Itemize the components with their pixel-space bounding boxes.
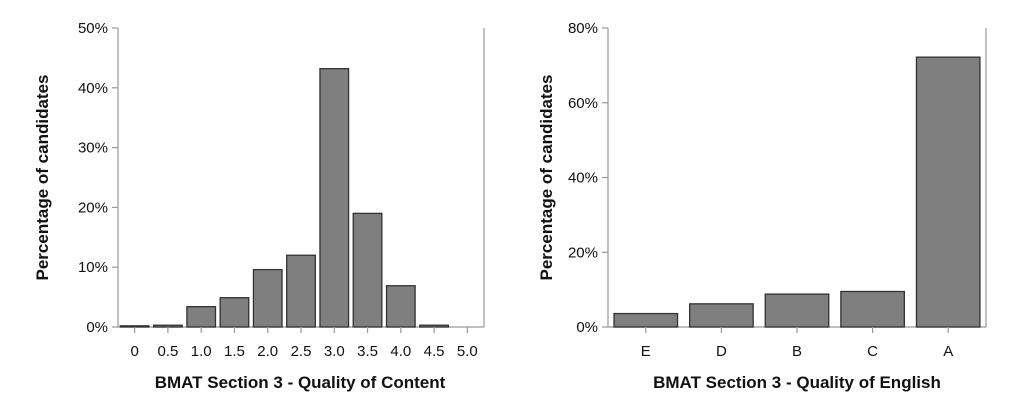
bar-B [764,293,830,328]
bar-4.0 [385,285,416,328]
x-tick-label: C [867,343,878,360]
y-tick-label: 20% [78,199,108,216]
y-tick-label: 60% [568,95,598,112]
x-tick-label: D [716,343,727,360]
x-tick-label: 0.5 [157,343,178,360]
bar-A [915,56,981,328]
x-tick-label: 3.5 [357,343,378,360]
chart-1: 0% 10% 20% 30% 40% 50% 0 0.5 1.0 1.5 2.0 2.5 3.0 3.5 4… [33,20,485,392]
bar-C [840,290,906,328]
x-tick-label: 4.5 [424,343,445,360]
x-tick-label: 4.0 [390,343,411,360]
y-tick-label: 10% [78,259,108,276]
y-tick-label: 30% [78,140,108,157]
x-tick-label: 5.0 [457,343,478,360]
bar-2.5 [286,254,316,328]
bar-0 [119,325,150,328]
bar-E [613,312,679,328]
x-axis-title: BMAT Section 3 - Quality of Content [155,373,446,392]
x-tick-label: E [641,343,651,360]
y-tick-label: 40% [568,170,598,187]
y-axis-title: Percentage of candidates [33,75,52,281]
bar-1.0 [186,306,217,328]
bar-3.0 [319,68,350,328]
x-tick-label: 3.0 [324,343,345,360]
bar-1.5 [219,297,250,328]
x-tick-label: 1.0 [191,343,212,360]
x-axis-title: BMAT Section 3 - Quality of English [653,373,941,392]
y-tick-label: 20% [568,244,598,261]
bar-D [688,303,754,328]
y-axis-title: Percentage of candidates [537,75,556,281]
x-tick-label: B [792,343,802,360]
x-tick-label: 2.5 [291,343,312,360]
x-tick-label: 1.5 [224,343,245,360]
bar-0.5 [152,324,183,328]
y-tick-label: 40% [78,80,108,97]
x-tick-label: 0 [130,343,138,360]
bar-4.5 [419,324,450,328]
bar-3.5 [352,212,383,328]
x-tick-label: A [943,343,953,360]
y-tick-label: 0% [86,319,108,336]
bar-2.0 [252,268,283,328]
y-tick-label: 50% [78,20,108,37]
x-tick-label: 2.0 [257,343,278,360]
y-tick-label: 0% [576,319,598,336]
y-tick-label: 80% [568,20,598,37]
